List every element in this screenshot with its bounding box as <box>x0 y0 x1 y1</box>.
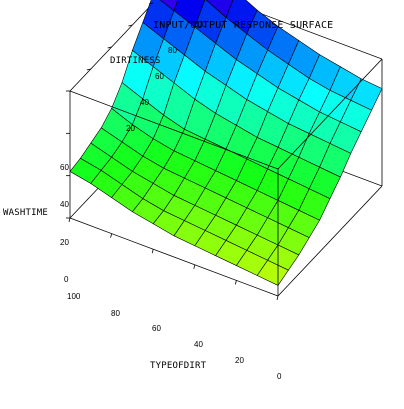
x-tick-mark <box>110 233 112 238</box>
x-tick-label: 60 <box>152 324 161 333</box>
x-tick-label: 40 <box>194 340 203 349</box>
surface-patch <box>256 259 289 286</box>
x-tick-label: 20 <box>235 356 244 365</box>
z-tick-label: 60 <box>60 163 69 172</box>
chart-title: INPUT/OUTPUT RESPONSE SURFACE <box>153 20 334 31</box>
z-tick-label: 40 <box>60 200 69 209</box>
x-tick-mark <box>193 264 196 269</box>
y-tick-mark <box>128 24 133 27</box>
box-edge <box>277 185 383 297</box>
y-tick-label: 60 <box>155 72 164 81</box>
y-tick-label: 100 <box>193 20 207 29</box>
x-tick-label: 80 <box>111 309 120 318</box>
box-edge <box>69 217 279 297</box>
y-tick-mark <box>107 46 112 49</box>
surface-patch <box>159 0 179 12</box>
x-tick-label: 100 <box>67 292 81 301</box>
z-tick-label: 0 <box>64 275 69 284</box>
x-axis-label: TYPEOFDIRT <box>150 361 207 371</box>
y-axis-label: DIRTINESS <box>110 56 161 66</box>
y-tick-label: 80 <box>168 46 177 55</box>
box-edge <box>223 0 383 60</box>
z-tick-label: 20 <box>60 238 69 247</box>
x-tick-label: 0 <box>277 372 282 381</box>
x-tick-mark <box>151 249 154 254</box>
z-axis-label: WASHTIME <box>3 208 48 218</box>
box-edge <box>69 90 279 170</box>
x-tick-mark <box>235 280 237 285</box>
y-tick-mark <box>86 68 91 71</box>
box-edge <box>69 0 157 92</box>
x-tick-mark <box>276 295 279 301</box>
box-edge <box>277 58 383 170</box>
y-tick-label: 20 <box>126 124 135 133</box>
y-tick-label: 40 <box>140 98 149 107</box>
x-tick-mark <box>68 217 71 223</box>
y-tick-mark <box>149 2 154 5</box>
